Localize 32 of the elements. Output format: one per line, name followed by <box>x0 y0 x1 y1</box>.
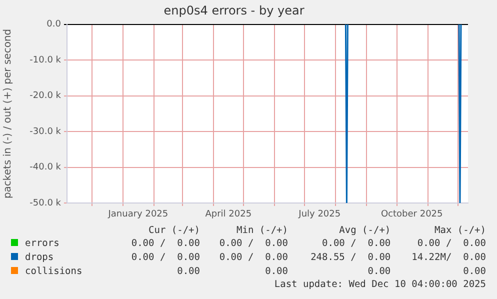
legend-label: errors <box>24 237 60 251</box>
text: Cur (-/+) <box>148 225 200 237</box>
text: 0.00 / 0.00 <box>416 237 486 251</box>
text: Max (-/+) <box>434 225 486 237</box>
text: 0.00 / 0.00 <box>130 237 200 251</box>
y-tick-label: -10.0 k <box>30 55 62 66</box>
x-tick-label: July 2025 <box>298 210 341 220</box>
text: 0.00 / 0.00 <box>218 251 288 265</box>
x-tick-label: January 2025 <box>107 210 168 220</box>
text: 0.00 / 0.00 <box>130 251 200 265</box>
legend-label: drops <box>24 251 55 265</box>
text: 0.00 <box>462 265 486 279</box>
text: 0.00 <box>176 265 200 279</box>
text: 0.00 / 0.00 <box>321 237 391 251</box>
text: Last update: Wed Dec 10 04:00:00 2025 <box>273 279 487 291</box>
text: 0.00 / 0.00 <box>218 237 288 251</box>
legend-label: collisions <box>24 265 84 279</box>
y-tick-label: -50.0 k <box>30 198 62 208</box>
text: 248.55 / 0.00 <box>310 251 391 265</box>
x-tick-label: October 2025 <box>380 210 443 220</box>
text: 0.00 <box>366 265 391 279</box>
text: Min (-/+) <box>236 225 288 237</box>
text: 14.22M/ 0.00 <box>410 251 486 265</box>
text: 0.00 <box>264 265 288 279</box>
y-tick-label: -40.0 k <box>30 162 62 173</box>
y-tick-label: 0.0 <box>46 20 62 30</box>
y-tick-label: -30.0 k <box>30 126 62 137</box>
y-tick-label: -20.0 k <box>30 91 62 102</box>
chart-title: enp0s4 errors - by year <box>164 3 304 18</box>
x-tick-label: April 2025 <box>205 210 252 220</box>
y-axis-title: packets in (-) / out (+) per second <box>2 28 14 199</box>
text: Avg (-/+) <box>338 225 391 237</box>
